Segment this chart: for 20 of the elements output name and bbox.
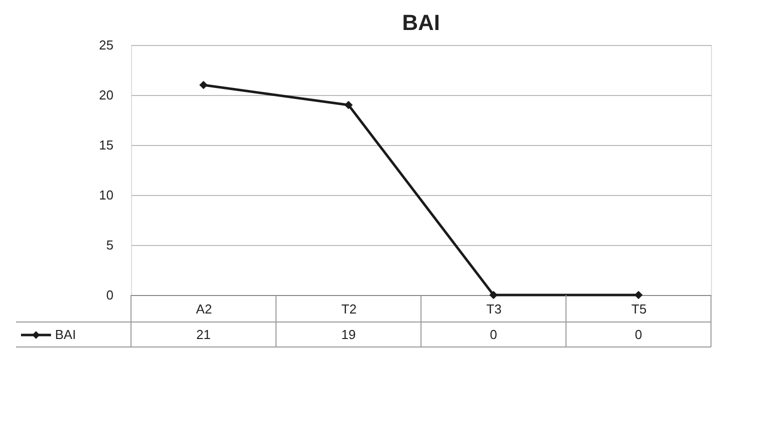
point	[344, 100, 353, 110]
y-tick-label: 25	[99, 38, 114, 52]
y-tick-label: 20	[99, 88, 114, 102]
y-tick-label: 15	[99, 138, 114, 152]
x-tick-label: T5	[631, 302, 647, 316]
x-tick-label: A2	[196, 302, 212, 316]
legend-label: BAI	[55, 327, 76, 342]
chart-title: BAI	[402, 10, 440, 35]
point	[199, 80, 208, 90]
y-tick-label: 10	[99, 188, 114, 202]
data-label: 0	[490, 327, 498, 342]
data-label: 21	[196, 327, 211, 342]
point	[489, 290, 498, 300]
data-label: 19	[341, 327, 356, 342]
data-label: 0	[634, 327, 642, 342]
point	[634, 290, 643, 300]
y-tick-label: 5	[106, 238, 114, 252]
x-tick-label: T2	[341, 302, 357, 316]
y-tick-label: 0	[106, 288, 114, 302]
x-tick-label: T3	[486, 302, 502, 316]
